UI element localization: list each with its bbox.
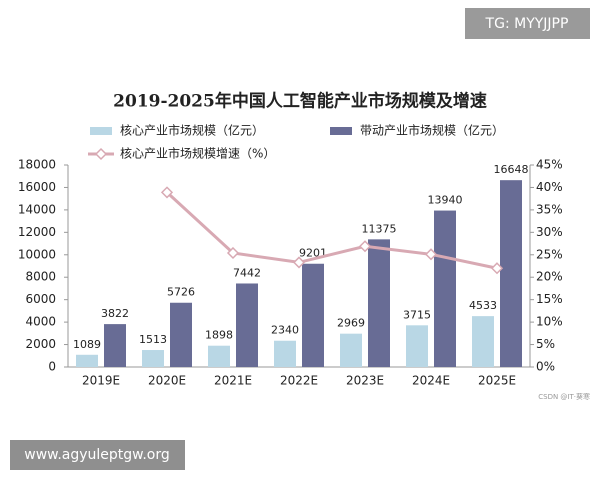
watermark: TG: MYYJJPP: [485, 16, 569, 32]
value-label: 11375: [362, 222, 397, 235]
x-tick-label: 2019E: [82, 374, 120, 388]
bar: [76, 354, 98, 367]
line-marker: [160, 186, 174, 199]
watermark-box: [10, 440, 185, 470]
bar: [274, 340, 296, 367]
bar: [104, 324, 126, 367]
y-tick-label: 12000: [18, 225, 56, 239]
y2-tick-label: 35%: [536, 202, 563, 216]
y2-tick-label: 5%: [536, 337, 555, 351]
value-label: 5726: [167, 286, 195, 299]
x-tick-label: 2021E: [214, 374, 252, 388]
bar: [406, 325, 428, 367]
watermark: www.agyuleptgw.org: [24, 447, 169, 463]
x-tick-label: 2023E: [346, 374, 384, 388]
y2-tick-label: 10%: [536, 315, 563, 329]
value-label: 1089: [73, 338, 101, 351]
legend-swatch: [90, 127, 112, 135]
y-tick-label: 18000: [18, 158, 56, 172]
bar: [368, 239, 390, 367]
value-label: 2340: [271, 324, 299, 337]
y2-tick-label: 0%: [536, 360, 555, 374]
legend-swatch: [330, 127, 352, 135]
bar: [340, 333, 362, 367]
bar: [472, 316, 494, 367]
line-marker: [424, 248, 438, 261]
y-tick-label: 8000: [25, 270, 56, 284]
y2-tick-label: 20%: [536, 270, 563, 284]
bar: [500, 180, 522, 367]
value-label: 3715: [403, 308, 431, 321]
value-label: 16648: [494, 163, 529, 176]
y2-tick-label: 25%: [536, 247, 563, 261]
value-label: 3822: [101, 307, 129, 320]
y2-tick-label: 40%: [536, 180, 563, 194]
x-tick-label: 2022E: [280, 374, 318, 388]
bar: [434, 210, 456, 367]
y-tick-label: 14000: [18, 202, 56, 216]
value-label: 2969: [337, 317, 365, 330]
bar: [302, 263, 324, 367]
legend-label: 带动产业市场规模（亿元）: [360, 123, 504, 138]
y2-tick-label: 45%: [536, 158, 563, 172]
value-label: 1898: [205, 329, 233, 342]
chart-title: 2019-2025年中国人工智能产业市场规模及增速: [113, 91, 487, 112]
y-tick-label: 0: [48, 360, 56, 374]
x-tick-label: 2020E: [148, 374, 186, 388]
line-marker: [226, 246, 240, 260]
y-tick-label: 2000: [25, 337, 56, 351]
line-marker: [292, 256, 306, 269]
bar: [208, 345, 230, 367]
watermark-box: [465, 8, 590, 39]
legend-label: 核心产业市场规模增速（%）: [120, 146, 275, 161]
bar: [236, 283, 258, 367]
x-tick-label: 2025E: [478, 374, 516, 388]
y-tick-label: 6000: [25, 292, 56, 306]
y2-tick-label: 30%: [536, 225, 563, 239]
watermark: CSDN @IT·葵寒: [538, 392, 590, 401]
bar: [142, 350, 164, 367]
y-tick-label: 10000: [18, 247, 56, 261]
legend-label: 核心产业市场规模（亿元）: [120, 123, 264, 138]
value-label: 4533: [469, 299, 497, 312]
line: [165, 191, 498, 270]
legend-swatch: [94, 147, 108, 161]
y-tick-label: 16000: [18, 180, 56, 194]
y2-tick-label: 15%: [536, 292, 563, 306]
line-marker: [358, 240, 372, 253]
value-label: 7442: [233, 266, 261, 279]
line-marker: [490, 262, 504, 275]
value-label: 1513: [139, 333, 167, 346]
x-tick-label: 2024E: [412, 374, 450, 388]
y-tick-label: 4000: [25, 315, 56, 329]
bar: [170, 302, 192, 367]
value-label: 13940: [428, 194, 463, 207]
